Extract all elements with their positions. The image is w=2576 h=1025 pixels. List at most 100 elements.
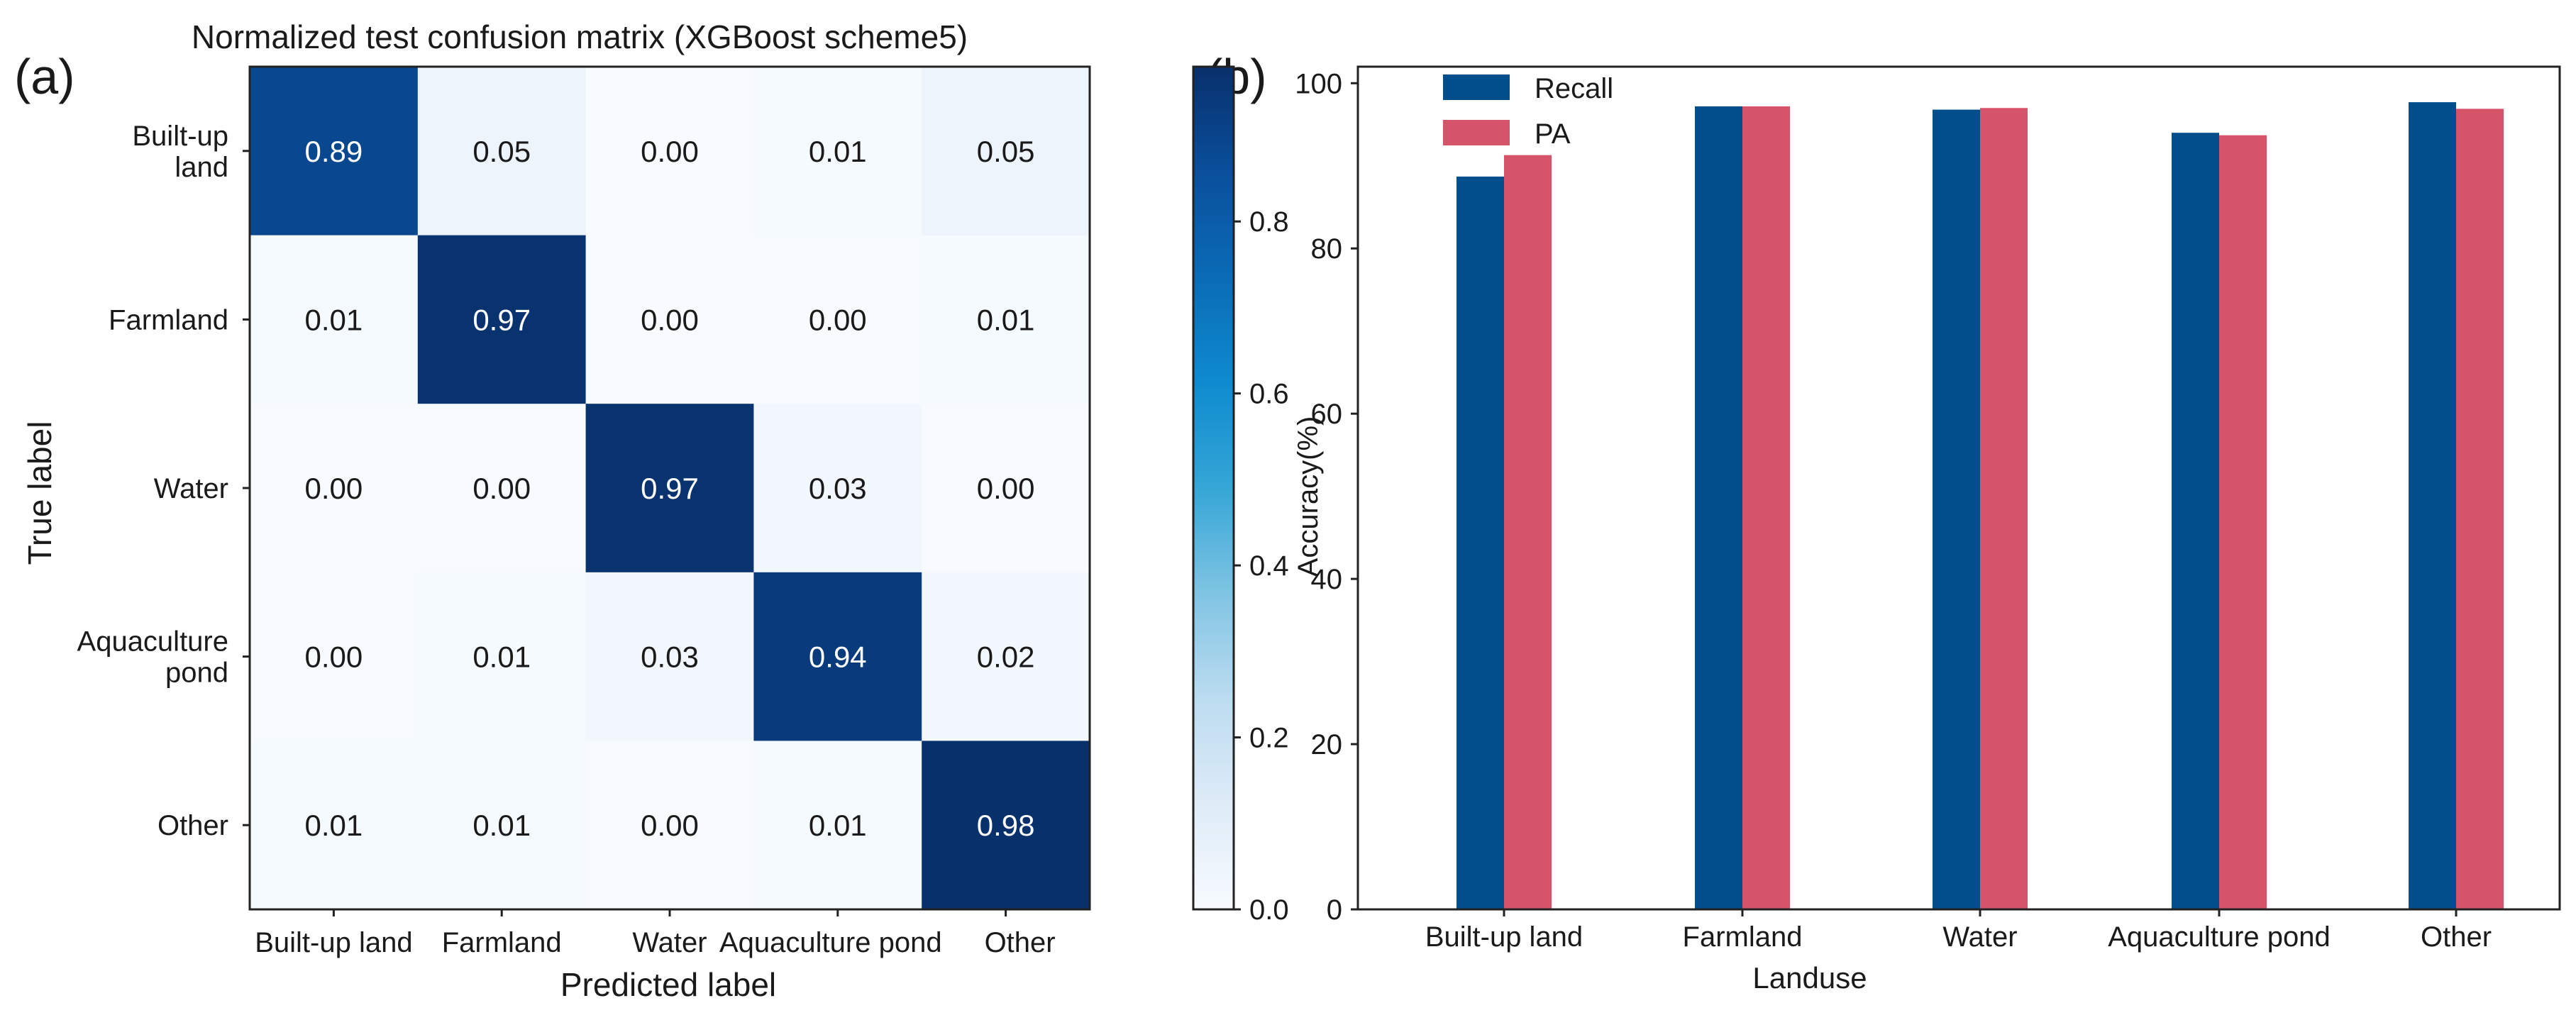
- heatmap-y-tick-label: Farmland: [109, 304, 228, 336]
- bar-y-tick-label: 20: [1311, 729, 1343, 760]
- heatmap-cell-value: 0.01: [305, 809, 363, 842]
- heatmap-cell: [250, 404, 419, 573]
- heatmap-cell: [417, 572, 587, 741]
- heatmap-cell-value: 0.00: [641, 303, 699, 336]
- bar-x-tick-label: Built-up land: [1425, 921, 1583, 953]
- heatmap-x-tick-label: Aquaculture pond: [719, 927, 942, 958]
- heatmap-cell-value: 0.97: [641, 472, 699, 505]
- heatmap-cell: [250, 741, 419, 910]
- heatmap-cell-value: 0.00: [641, 809, 699, 842]
- heatmap-y-tick-label-line: Aquaculture: [77, 626, 228, 658]
- heatmap-cell: [585, 67, 754, 236]
- heatmap-cell: [417, 67, 587, 236]
- heatmap-cell: [585, 741, 754, 910]
- bar-pa: [2219, 135, 2267, 909]
- legend-label-recall: Recall: [1535, 73, 1613, 104]
- heatmap-y-tick-label: Water: [154, 473, 228, 504]
- bar-x-tick-label: Water: [1942, 921, 2017, 953]
- colorbar-tick-label: 0.2: [1249, 723, 1289, 754]
- legend-label-pa: PA: [1535, 118, 1571, 150]
- colorbar-tick-label: 0.8: [1249, 206, 1289, 238]
- panel-a-label: (a): [14, 49, 75, 104]
- heatmap-cell-value: 0.00: [305, 472, 363, 505]
- bar-chart: 0 20 40 60 80 100 Built-up land Farmland Water Aq…: [1295, 65, 2561, 953]
- heatmap-y-tick-label-line: Built-up: [132, 121, 228, 152]
- heatmap-cell-value: 0.01: [809, 809, 867, 842]
- bar-x-tick-label: Other: [2421, 921, 2492, 953]
- heatmap-y-tick-label-line: Farmland: [109, 304, 228, 336]
- heatmap-x-tick-label: Other: [985, 927, 1056, 958]
- bar-y-tick-label: 60: [1311, 399, 1343, 430]
- heatmap-y-tick-label-line: Other: [157, 810, 228, 841]
- heatmap-cell: [585, 572, 754, 741]
- heatmap-cell-value: 0.01: [472, 641, 531, 674]
- heatmap-cell: [250, 572, 419, 741]
- heatmap-cell-value: 0.98: [977, 809, 1035, 842]
- colorbar: 0.0 0.2 0.4 0.6 0.8: [1192, 65, 1289, 926]
- heatmap-cell: [250, 235, 419, 404]
- heatmap-cell-value: 0.05: [977, 135, 1035, 168]
- heatmap-cell-value: 0.94: [809, 641, 867, 674]
- heatmap-cell-value: 0.00: [809, 303, 867, 336]
- heatmap-cell-value: 0.00: [305, 641, 363, 674]
- heatmap-x-tick-label: Built-up land: [255, 927, 412, 958]
- heatmap-cell: [753, 67, 922, 236]
- bar-recall: [1456, 176, 1504, 909]
- heatmap-y-tick-label-line: pond: [165, 658, 228, 689]
- heatmap-cell-value: 0.05: [472, 135, 531, 168]
- bar-x-tick-label: Aquaculture pond: [2108, 921, 2331, 953]
- heatmap-cell: [753, 404, 922, 573]
- heatmap-cell: [753, 235, 922, 404]
- heatmap-cell: [585, 404, 754, 573]
- heatmap-cell-value: 0.00: [977, 472, 1035, 505]
- heatmap-cell-value: 0.01: [809, 135, 867, 168]
- heatmap-cell: [585, 235, 754, 404]
- bar-recall: [2172, 133, 2219, 909]
- heatmap-cell-value: 0.00: [641, 135, 699, 168]
- heatmap-cell-value: 0.97: [472, 303, 531, 336]
- heatmap-cell: [922, 404, 1090, 573]
- bar-y-axis-label: Accuracy(%): [1293, 416, 1324, 577]
- heatmap-cell-value: 0.02: [977, 641, 1035, 674]
- legend: Recall PA: [1443, 73, 1613, 150]
- bar-pa: [1980, 108, 2028, 909]
- heatmap-cell: [922, 67, 1090, 236]
- bar-x-tick-label: Farmland: [1683, 921, 1803, 953]
- bar-pa: [1742, 106, 1790, 909]
- bar-plot-frame: [1356, 65, 2561, 911]
- heatmap-cell: [922, 741, 1090, 910]
- heatmap-cell-value: 0.01: [305, 303, 363, 336]
- bar-pa: [2456, 109, 2504, 909]
- heatmap-cell-value: 0.03: [641, 641, 699, 674]
- heatmap-x-tick-label: Farmland: [442, 927, 562, 958]
- colorbar-tick-label: 0.0: [1249, 894, 1289, 926]
- heatmap-title: Normalized test confusion matrix (XGBoos…: [192, 18, 968, 55]
- heatmap-y-axis-label: True label: [21, 421, 58, 565]
- heatmap-y-tick-label-line: land: [175, 152, 228, 183]
- confusion-matrix: 0.89 0.05 0.00 0.01 0.05 0.01 0.97 0.00 0.00 0.01…: [77, 65, 1091, 958]
- heatmap-y-tick-label: Aquaculture pond: [77, 626, 228, 689]
- bar-y-tick-label: 0: [1327, 894, 1342, 926]
- heatmap-cell: [753, 572, 922, 741]
- heatmap-cell-value: 0.00: [472, 472, 531, 505]
- colorbar-tick-label: 0.6: [1249, 379, 1289, 410]
- colorbar-gradient: [1192, 65, 1235, 911]
- heatmap-y-tick-label: Built-up land: [132, 121, 228, 183]
- heatmap-cell-value: 0.01: [472, 809, 531, 842]
- colorbar-tick-label: 0.4: [1249, 550, 1289, 582]
- bar-y-tick-label: 80: [1311, 233, 1343, 265]
- heatmap-cell-value: 0.01: [977, 303, 1035, 336]
- legend-swatch-recall: [1443, 74, 1510, 100]
- heatmap-cell: [417, 404, 587, 573]
- heatmap-cell: [250, 67, 419, 236]
- heatmap-x-tick-label: Water: [632, 927, 707, 958]
- bar-recall: [1695, 106, 1742, 909]
- heatmap-cell: [753, 741, 922, 910]
- heatmap-cell: [417, 235, 587, 404]
- bar-pa: [1504, 155, 1552, 909]
- heatmap-y-tick-label-line: Water: [154, 473, 228, 504]
- heatmap-y-tick-label: Other: [157, 810, 228, 841]
- heatmap-cell-value: 0.89: [305, 135, 363, 168]
- legend-swatch-pa: [1443, 120, 1510, 145]
